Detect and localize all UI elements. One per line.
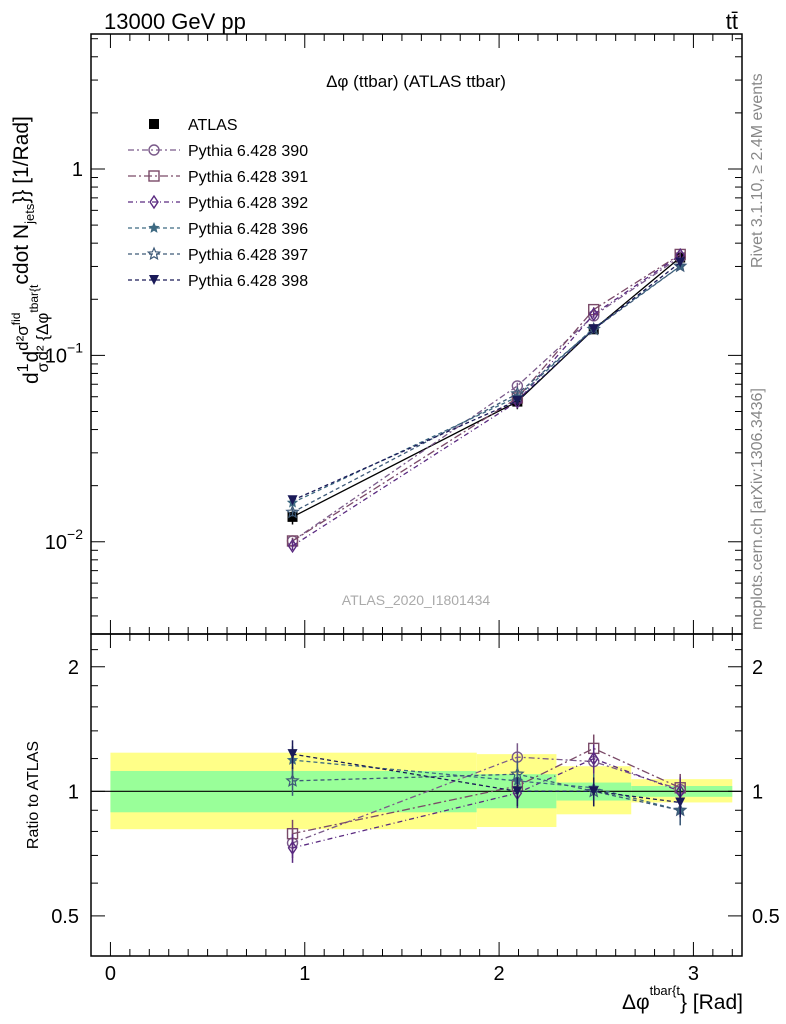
tick-exponent: −2 (67, 526, 83, 542)
main-series-line-4 (292, 265, 681, 504)
ratio-x-tick-label: 1 (299, 963, 310, 985)
ratio-y-tick-label-right: 0.5 (752, 906, 780, 928)
ratio-series-line-1 (292, 747, 681, 835)
ratio-y-label: Ratio to ATLAS (25, 741, 42, 849)
legend-marker-5 (146, 246, 162, 261)
ratio-series-line-3 (292, 759, 681, 811)
ratio-point (588, 751, 599, 766)
main-series-line-3 (292, 254, 681, 547)
main-axes: 10−210−11 (45, 33, 743, 635)
tick-base: 10 (45, 345, 67, 367)
legend-marker-6 (149, 275, 159, 285)
ylabel-jets: jets (22, 203, 37, 225)
legend-marker-4 (148, 222, 160, 233)
tick-base: 10 (45, 532, 67, 554)
ratio-point (287, 749, 298, 760)
mcplots-label: mcplots.cern.ch [arXiv:1306.3436] (749, 388, 766, 630)
main-point (287, 495, 298, 506)
main-y-tick-label: 10−2 (45, 526, 83, 554)
ratio-point (588, 786, 599, 797)
x-axis-label: Δφtbar{t} [Rad] (622, 983, 743, 1014)
ylabel-d2sigma: d²σ (13, 325, 32, 351)
ylabel-cdot-n: cdot N (10, 224, 33, 285)
tick-base: 1 (72, 159, 83, 181)
ratio-point (512, 786, 523, 797)
ratio-series (285, 734, 688, 863)
main-point (588, 324, 599, 335)
ratio-x-tick-label: 3 (688, 963, 699, 985)
main-y-tick-label: 10−1 (45, 339, 83, 367)
main-point (675, 257, 686, 268)
main-point (285, 504, 300, 519)
watermark: ATLAS_2020_I1801434 (342, 592, 491, 608)
ratio-y-tick-label-right: 1 (752, 781, 763, 803)
legend-marker-2 (148, 170, 160, 182)
legend-label-4: Pythia 6.428 396 (188, 221, 308, 238)
ratio-y-tick-label: 0.5 (51, 906, 79, 928)
ylabel-denominator-sup: tbar{t (27, 284, 41, 313)
main-series-line-2 (292, 253, 681, 542)
ratio-series-line-4 (292, 773, 681, 811)
legend-marker-3 (149, 194, 159, 210)
ylabel-denominator: d² {Δφ (33, 313, 52, 361)
main-series-line-6 (292, 261, 681, 501)
ylabel-units: }} [1/Rad] (10, 116, 33, 204)
legend-marker-0 (149, 119, 159, 129)
legend-label-6: Pythia 6.428 398 (188, 273, 308, 290)
ratio-series-line-5 (292, 753, 681, 804)
ratio-x-tick-label: 2 (494, 963, 505, 985)
rivet-label: Rivet 3.1.10, ≥ 2.4M events (749, 73, 766, 268)
main-title: Δφ (ttbar) (ATLAS ttbar) (326, 72, 506, 91)
ylabel-sigma: σ (35, 362, 52, 372)
ylabel-one: 1 (15, 363, 32, 372)
legend-label-2: Pythia 6.428 391 (188, 169, 308, 186)
main-point (588, 307, 599, 322)
ratio-point (287, 840, 298, 856)
legend-label-0: ATLAS (188, 117, 238, 134)
ratio-x-tick-label: 0 (105, 963, 116, 985)
ratio-y-tick-label: 1 (68, 781, 79, 803)
header-right: tt̄ (726, 9, 738, 34)
ratio-frame (90, 633, 743, 957)
ylabel-d2: d (20, 351, 43, 363)
ratio-axes: 0 1 2 3 0.5 0.5 1 1 2 2 (51, 633, 780, 985)
main-y-tick-label: 1 (72, 159, 83, 181)
ratio-y-tick-label: 2 (68, 657, 79, 679)
main-point (673, 258, 688, 273)
legend: ATLAS Pythia 6.428 390 Pythia 6.428 391 Pyt… (128, 117, 308, 290)
legend-label-3: Pythia 6.428 392 (188, 195, 308, 212)
tick-exponent: −1 (67, 339, 83, 355)
ratio-y-tick-label-right: 2 (752, 657, 763, 679)
header-left: 13000 GeV pp (104, 9, 246, 34)
legend-label-5: Pythia 6.428 397 (188, 247, 308, 264)
ratio-series-line-2 (292, 757, 681, 849)
main-point (287, 538, 298, 554)
main-point (512, 395, 523, 406)
main-series (285, 247, 688, 554)
legend-marker-1 (148, 144, 160, 156)
ylabel-d: d (20, 372, 43, 384)
ratio-point (510, 766, 525, 781)
ratio-point (675, 797, 686, 808)
main-series-line-5 (292, 265, 681, 513)
main-point (287, 511, 298, 522)
main-series-line-1 (292, 256, 681, 542)
main-y-label-text: d1 σdd²σfid d² {Δφtbar{tcdot Njets}} [1/Ra… (9, 116, 52, 384)
ratio-point (285, 773, 300, 787)
legend-label-1: Pythia 6.428 390 (188, 143, 308, 160)
main-y-axis-label: d1 σdd²σfid d² {Δφtbar{tcdot Njets}} [1/Ra… (9, 116, 52, 384)
ylabel-fid: fid (9, 313, 23, 326)
